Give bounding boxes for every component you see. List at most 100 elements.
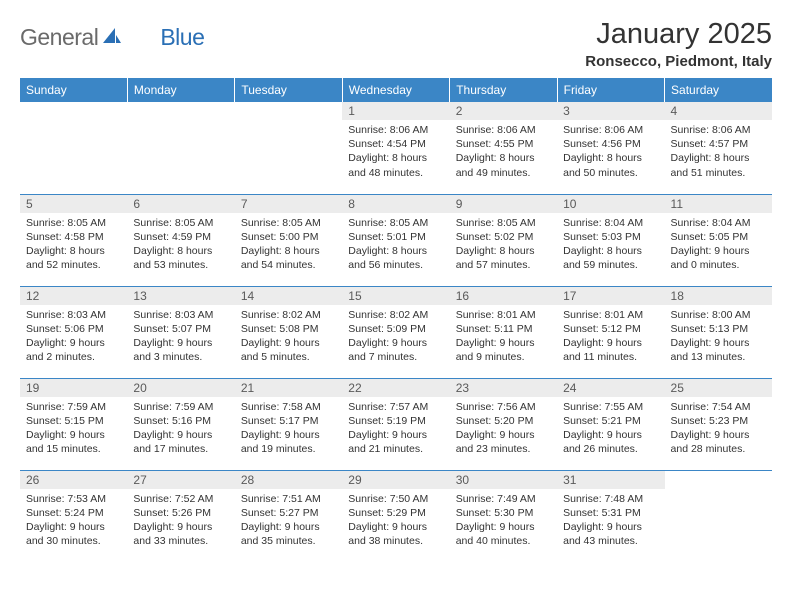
day-header: Thursday bbox=[450, 78, 557, 102]
day-details: Sunrise: 8:05 AMSunset: 5:02 PMDaylight:… bbox=[450, 213, 557, 277]
calendar-cell: 5Sunrise: 8:05 AMSunset: 4:58 PMDaylight… bbox=[20, 194, 127, 286]
day-sunrise: Sunrise: 7:52 AM bbox=[133, 492, 228, 506]
day-sunset: Sunset: 5:07 PM bbox=[133, 322, 228, 336]
location-subtitle: Ronsecco, Piedmont, Italy bbox=[585, 53, 772, 70]
day-details: Sunrise: 8:05 AMSunset: 5:01 PMDaylight:… bbox=[342, 213, 449, 277]
day-sunrise: Sunrise: 8:05 AM bbox=[26, 216, 121, 230]
day-details: Sunrise: 7:59 AMSunset: 5:15 PMDaylight:… bbox=[20, 397, 127, 461]
logo-sail-icon bbox=[102, 26, 122, 49]
day-daylight1: Daylight: 9 hours bbox=[456, 336, 551, 350]
day-sunrise: Sunrise: 8:01 AM bbox=[563, 308, 658, 322]
day-sunrise: Sunrise: 8:05 AM bbox=[241, 216, 336, 230]
day-details: Sunrise: 7:49 AMSunset: 5:30 PMDaylight:… bbox=[450, 489, 557, 553]
day-details: Sunrise: 8:06 AMSunset: 4:55 PMDaylight:… bbox=[450, 120, 557, 184]
day-daylight2: and 2 minutes. bbox=[26, 350, 121, 364]
day-daylight1: Daylight: 9 hours bbox=[348, 336, 443, 350]
day-sunrise: Sunrise: 8:02 AM bbox=[348, 308, 443, 322]
day-sunset: Sunset: 5:03 PM bbox=[563, 230, 658, 244]
day-number: 31 bbox=[557, 471, 664, 489]
calendar-cell: 1Sunrise: 8:06 AMSunset: 4:54 PMDaylight… bbox=[342, 102, 449, 194]
day-daylight2: and 15 minutes. bbox=[26, 442, 121, 456]
day-sunset: Sunset: 5:02 PM bbox=[456, 230, 551, 244]
day-daylight2: and 50 minutes. bbox=[563, 166, 658, 180]
brand-logo: General Blue bbox=[20, 18, 204, 51]
calendar-cell: 6Sunrise: 8:05 AMSunset: 4:59 PMDaylight… bbox=[127, 194, 234, 286]
day-daylight1: Daylight: 8 hours bbox=[26, 244, 121, 258]
day-sunrise: Sunrise: 7:51 AM bbox=[241, 492, 336, 506]
day-number: 23 bbox=[450, 379, 557, 397]
day-details: Sunrise: 7:59 AMSunset: 5:16 PMDaylight:… bbox=[127, 397, 234, 461]
calendar-cell: 2Sunrise: 8:06 AMSunset: 4:55 PMDaylight… bbox=[450, 102, 557, 194]
day-details: Sunrise: 8:04 AMSunset: 5:03 PMDaylight:… bbox=[557, 213, 664, 277]
day-number: 4 bbox=[665, 102, 772, 120]
calendar-head: SundayMondayTuesdayWednesdayThursdayFrid… bbox=[20, 78, 772, 102]
calendar-cell: 12Sunrise: 8:03 AMSunset: 5:06 PMDayligh… bbox=[20, 286, 127, 378]
day-details: Sunrise: 7:52 AMSunset: 5:26 PMDaylight:… bbox=[127, 489, 234, 553]
calendar-cell: 28Sunrise: 7:51 AMSunset: 5:27 PMDayligh… bbox=[235, 470, 342, 562]
day-daylight2: and 49 minutes. bbox=[456, 166, 551, 180]
day-details: Sunrise: 8:02 AMSunset: 5:09 PMDaylight:… bbox=[342, 305, 449, 369]
day-sunset: Sunset: 5:19 PM bbox=[348, 414, 443, 428]
day-sunset: Sunset: 5:23 PM bbox=[671, 414, 766, 428]
day-sunrise: Sunrise: 8:05 AM bbox=[456, 216, 551, 230]
day-number: 17 bbox=[557, 287, 664, 305]
calendar-cell bbox=[20, 102, 127, 194]
day-sunset: Sunset: 4:54 PM bbox=[348, 137, 443, 151]
day-daylight1: Daylight: 8 hours bbox=[456, 244, 551, 258]
month-title: January 2025 bbox=[585, 18, 772, 51]
day-daylight1: Daylight: 9 hours bbox=[26, 428, 121, 442]
day-details: Sunrise: 7:55 AMSunset: 5:21 PMDaylight:… bbox=[557, 397, 664, 461]
calendar-cell: 25Sunrise: 7:54 AMSunset: 5:23 PMDayligh… bbox=[665, 378, 772, 470]
day-daylight1: Daylight: 8 hours bbox=[563, 244, 658, 258]
day-sunset: Sunset: 5:20 PM bbox=[456, 414, 551, 428]
day-daylight2: and 40 minutes. bbox=[456, 534, 551, 548]
day-number: 8 bbox=[342, 195, 449, 213]
calendar-cell: 11Sunrise: 8:04 AMSunset: 5:05 PMDayligh… bbox=[665, 194, 772, 286]
calendar-cell: 18Sunrise: 8:00 AMSunset: 5:13 PMDayligh… bbox=[665, 286, 772, 378]
day-header: Wednesday bbox=[342, 78, 449, 102]
calendar-cell: 15Sunrise: 8:02 AMSunset: 5:09 PMDayligh… bbox=[342, 286, 449, 378]
day-sunrise: Sunrise: 8:05 AM bbox=[348, 216, 443, 230]
calendar-cell: 17Sunrise: 8:01 AMSunset: 5:12 PMDayligh… bbox=[557, 286, 664, 378]
day-number: 10 bbox=[557, 195, 664, 213]
day-daylight2: and 13 minutes. bbox=[671, 350, 766, 364]
day-daylight1: Daylight: 9 hours bbox=[26, 336, 121, 350]
day-daylight2: and 57 minutes. bbox=[456, 258, 551, 272]
day-sunset: Sunset: 5:08 PM bbox=[241, 322, 336, 336]
day-daylight2: and 11 minutes. bbox=[563, 350, 658, 364]
calendar-cell: 3Sunrise: 8:06 AMSunset: 4:56 PMDaylight… bbox=[557, 102, 664, 194]
day-daylight2: and 53 minutes. bbox=[133, 258, 228, 272]
day-daylight1: Daylight: 9 hours bbox=[456, 428, 551, 442]
day-number: 2 bbox=[450, 102, 557, 120]
calendar-body: 1Sunrise: 8:06 AMSunset: 4:54 PMDaylight… bbox=[20, 102, 772, 562]
day-daylight2: and 35 minutes. bbox=[241, 534, 336, 548]
day-sunrise: Sunrise: 8:06 AM bbox=[456, 123, 551, 137]
day-header: Friday bbox=[557, 78, 664, 102]
day-details: Sunrise: 7:51 AMSunset: 5:27 PMDaylight:… bbox=[235, 489, 342, 553]
day-daylight1: Daylight: 8 hours bbox=[456, 151, 551, 165]
day-number: 14 bbox=[235, 287, 342, 305]
day-details: Sunrise: 8:06 AMSunset: 4:56 PMDaylight:… bbox=[557, 120, 664, 184]
day-details: Sunrise: 7:50 AMSunset: 5:29 PMDaylight:… bbox=[342, 489, 449, 553]
day-sunrise: Sunrise: 7:57 AM bbox=[348, 400, 443, 414]
day-sunset: Sunset: 5:11 PM bbox=[456, 322, 551, 336]
day-daylight1: Daylight: 9 hours bbox=[241, 428, 336, 442]
calendar-cell: 10Sunrise: 8:04 AMSunset: 5:03 PMDayligh… bbox=[557, 194, 664, 286]
day-daylight1: Daylight: 8 hours bbox=[348, 151, 443, 165]
day-sunset: Sunset: 5:09 PM bbox=[348, 322, 443, 336]
day-sunset: Sunset: 5:21 PM bbox=[563, 414, 658, 428]
day-number: 22 bbox=[342, 379, 449, 397]
day-daylight2: and 52 minutes. bbox=[26, 258, 121, 272]
day-details: Sunrise: 7:48 AMSunset: 5:31 PMDaylight:… bbox=[557, 489, 664, 553]
day-number: 12 bbox=[20, 287, 127, 305]
day-sunset: Sunset: 5:05 PM bbox=[671, 230, 766, 244]
day-details: Sunrise: 8:05 AMSunset: 4:58 PMDaylight:… bbox=[20, 213, 127, 277]
calendar-cell: 7Sunrise: 8:05 AMSunset: 5:00 PMDaylight… bbox=[235, 194, 342, 286]
day-sunrise: Sunrise: 7:56 AM bbox=[456, 400, 551, 414]
day-number: 26 bbox=[20, 471, 127, 489]
day-daylight2: and 21 minutes. bbox=[348, 442, 443, 456]
day-number: 15 bbox=[342, 287, 449, 305]
day-header: Sunday bbox=[20, 78, 127, 102]
day-sunrise: Sunrise: 8:00 AM bbox=[671, 308, 766, 322]
day-number: 27 bbox=[127, 471, 234, 489]
